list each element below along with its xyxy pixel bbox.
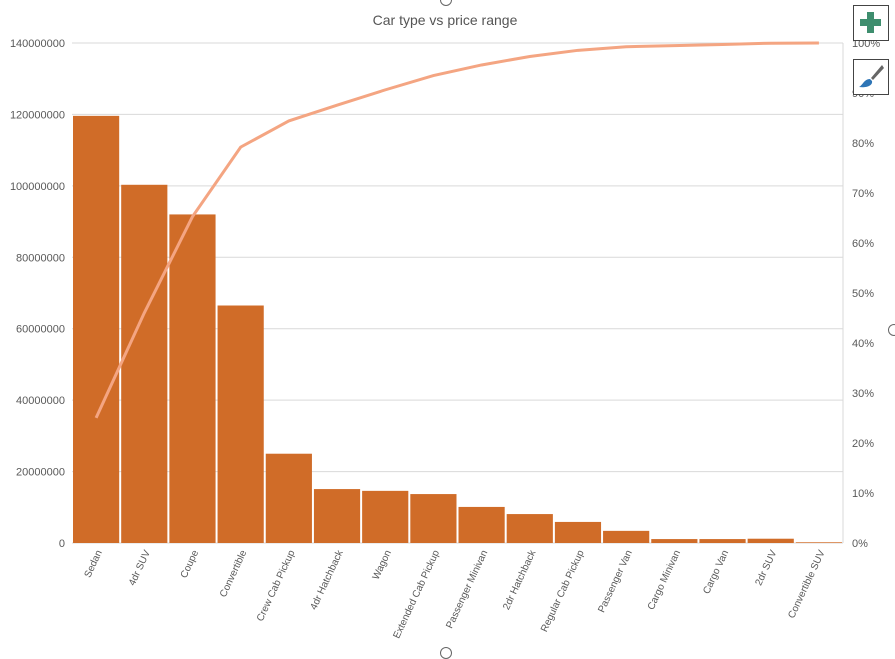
- bar: [313, 489, 361, 543]
- x-tick-label: Passenger Minivan: [444, 549, 490, 631]
- x-tick-label: Convertible SUV: [786, 548, 827, 620]
- bar: [410, 494, 457, 543]
- x-tick-label: Coupe: [179, 548, 202, 580]
- x-tick-label: Regular Cab Pickup: [539, 548, 587, 634]
- x-tick-label: 2dr Hatchback: [501, 548, 539, 612]
- bar: [362, 490, 409, 543]
- y2-tick-label: 20%: [852, 438, 874, 450]
- chart-elements-button[interactable]: [853, 5, 889, 41]
- bar: [651, 539, 698, 543]
- x-tick-label: Cargo Minivan: [646, 549, 683, 612]
- y2-tick-label: 40%: [852, 338, 874, 350]
- bar: [73, 115, 120, 543]
- y-tick-label: 100000000: [10, 181, 65, 193]
- bar: [554, 521, 602, 543]
- plus-icon: [860, 12, 881, 33]
- y-tick-label: 60000000: [16, 324, 65, 336]
- x-tick-label: 4dr SUV: [127, 548, 153, 587]
- y2-tick-label: 70%: [852, 188, 874, 200]
- y2-tick-label: 50%: [852, 288, 874, 300]
- bar: [217, 305, 264, 543]
- bar: [265, 453, 312, 543]
- chart-styles-button[interactable]: [853, 59, 889, 95]
- bar: [699, 539, 746, 543]
- y-tick-label: 120000000: [10, 109, 65, 121]
- y-tick-label: 20000000: [16, 467, 65, 479]
- bar: [121, 184, 168, 544]
- y-tick-label: 140000000: [10, 38, 65, 50]
- y2-tick-label: 100%: [852, 38, 880, 50]
- bar: [458, 506, 505, 543]
- bar: [169, 214, 216, 543]
- x-tick-label: Crew Cab Pickup: [255, 548, 298, 623]
- y-tick-label: 0: [59, 538, 65, 550]
- x-tick-label: Convertible: [218, 548, 250, 599]
- x-tick-label: Wagon: [371, 549, 394, 582]
- y-tick-label: 40000000: [16, 395, 65, 407]
- bar: [795, 542, 842, 543]
- y2-tick-label: 10%: [852, 488, 874, 500]
- bar: [747, 538, 794, 543]
- bar: [506, 514, 553, 543]
- x-tick-label: Cargo Van: [701, 549, 731, 596]
- resize-handle-bottom[interactable]: [440, 647, 452, 659]
- y2-tick-label: 30%: [852, 388, 874, 400]
- x-tick-label: Sedan: [83, 549, 105, 580]
- x-tick-label: 4dr Hatchback: [309, 548, 347, 612]
- y2-tick-label: 0%: [852, 538, 868, 550]
- x-tick-label: Extended Cab Pickup: [392, 548, 443, 640]
- paintbrush-icon: [859, 65, 884, 88]
- y-tick-label: 80000000: [16, 252, 65, 264]
- y2-tick-label: 60%: [852, 238, 874, 250]
- resize-handle-right[interactable]: [888, 324, 895, 336]
- cumulative-line: [94, 41, 819, 419]
- y2-tick-label: 80%: [852, 138, 874, 150]
- x-tick-label: 2dr SUV: [753, 548, 779, 587]
- chart-title: Car type vs price range: [373, 12, 518, 28]
- x-tick-label: Passenger Van: [596, 549, 635, 615]
- bar: [603, 530, 650, 543]
